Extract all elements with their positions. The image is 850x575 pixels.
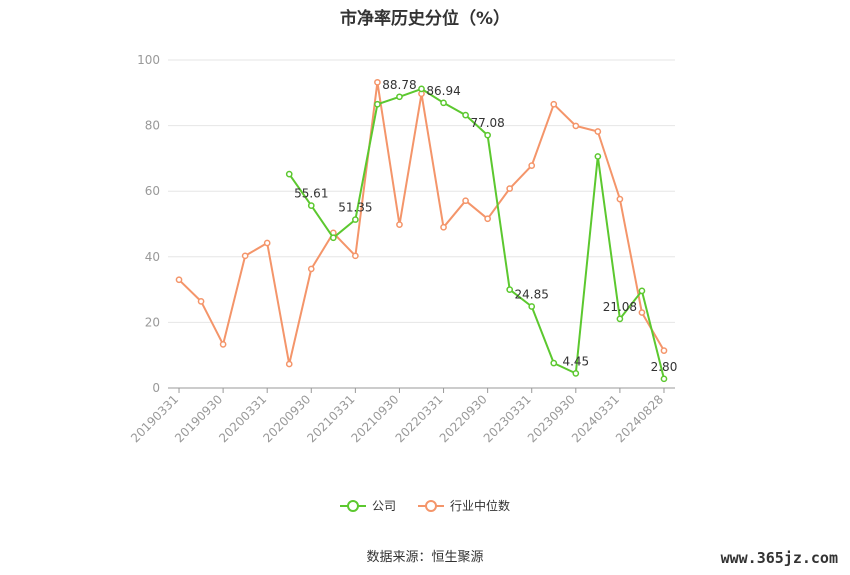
data-point (440, 99, 447, 107)
legend-label-company: 公司 (371, 499, 396, 513)
data-point (396, 221, 403, 229)
data-point (396, 93, 403, 101)
legend-item-industry-median[interactable]: 行业中位数 (418, 497, 510, 514)
data-point (616, 315, 624, 323)
data-point (307, 265, 315, 273)
data-label: 77.08 (470, 116, 504, 130)
data-point (506, 185, 514, 192)
data-point (462, 111, 469, 119)
data-point (528, 162, 536, 169)
legend-swatch-company (339, 499, 366, 512)
y-tick-label: 100 (137, 53, 160, 67)
data-label: 55.61 (294, 187, 328, 201)
data-point (374, 78, 381, 86)
data-point (550, 359, 558, 367)
data-point (660, 347, 668, 354)
y-tick-label: 40 (145, 250, 160, 264)
data-point (594, 153, 602, 160)
source-note: 数据来源：恒生聚源 (366, 550, 484, 565)
legend-label-industry-median: 行业中位数 (450, 499, 511, 513)
y-tick-label: 60 (145, 184, 160, 198)
watermark: www.365jz.com (720, 549, 838, 567)
y-tick-label: 80 (145, 119, 160, 133)
data-point (616, 195, 624, 203)
data-label: 51.35 (338, 201, 372, 215)
data-point (263, 239, 271, 247)
data-point (550, 100, 558, 108)
legend: 公司 行业中位数 (0, 497, 850, 514)
data-label: 24.85 (515, 287, 549, 301)
legend-item-company[interactable]: 公司 (339, 497, 396, 514)
data-point (285, 360, 293, 368)
data-point (241, 252, 249, 260)
data-point (440, 223, 447, 231)
data-point (528, 303, 536, 310)
y-tick-label: 20 (145, 315, 160, 329)
data-point (660, 375, 668, 383)
data-point (418, 85, 425, 93)
data-point (374, 100, 381, 108)
data-label: 4.45 (562, 354, 589, 368)
data-point (484, 131, 491, 139)
data-point (197, 298, 205, 305)
legend-swatch-industry-median (418, 499, 444, 512)
y-tick-label: 0 (152, 381, 160, 395)
data-point (572, 122, 580, 130)
data-label: 88.78 (382, 78, 416, 92)
data-point (285, 170, 293, 178)
data-point (462, 197, 469, 205)
data-label: 86.94 (426, 84, 460, 98)
data-label: 21.08 (603, 300, 637, 314)
series-line-0 (288, 87, 665, 380)
data-point (219, 341, 227, 348)
data-point (329, 234, 337, 242)
data-point (307, 202, 315, 209)
chart-title: 市净率历史分位（%） (339, 9, 511, 29)
data-point (638, 287, 646, 295)
data-point (352, 252, 359, 260)
data-point (594, 128, 602, 135)
data-point (484, 215, 491, 223)
data-point (572, 370, 580, 377)
data-point (506, 286, 514, 293)
data-label: 2.80 (651, 360, 678, 374)
data-point (175, 276, 183, 284)
x-tick-label: 20240828 (613, 392, 666, 445)
data-point (638, 309, 646, 316)
data-point (352, 216, 359, 223)
